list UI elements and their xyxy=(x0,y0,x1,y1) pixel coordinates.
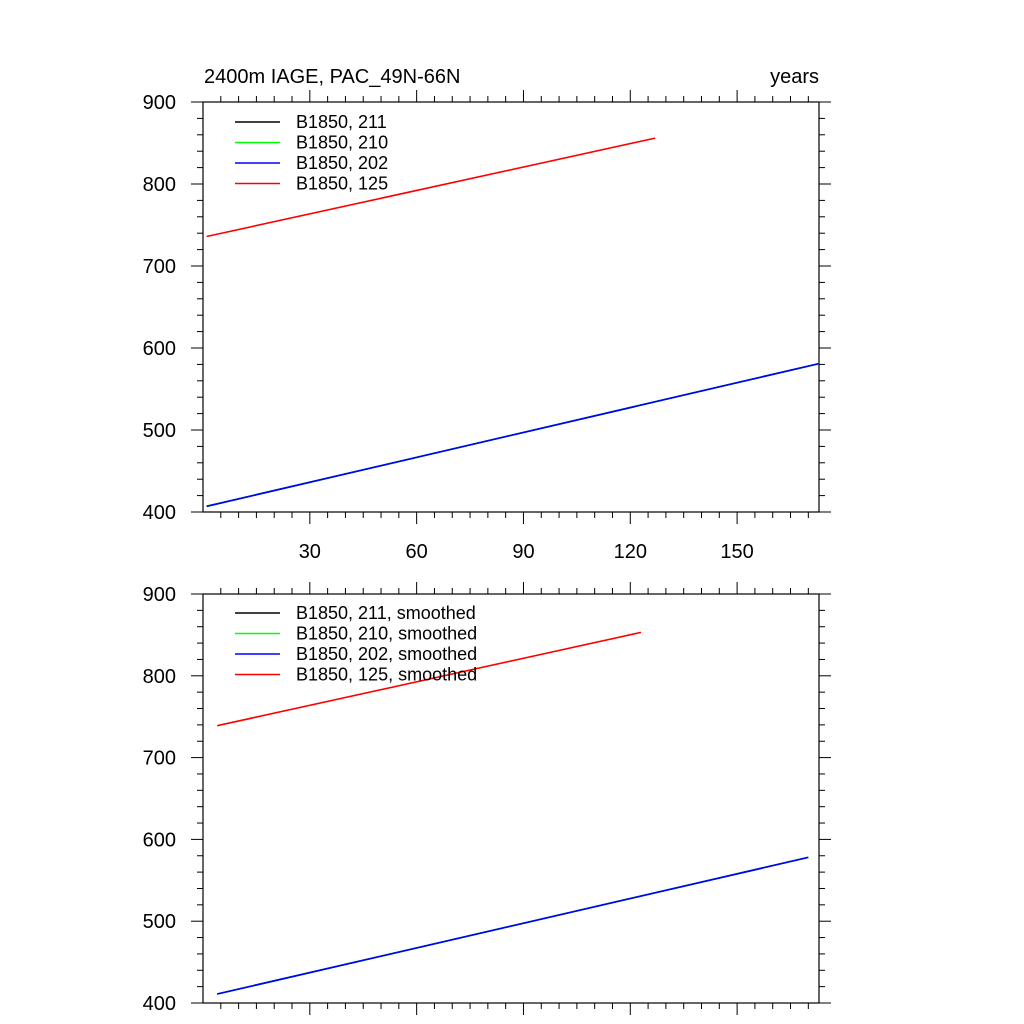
legend-label: B1850, 210 xyxy=(296,133,388,153)
x-tick-label: 90 xyxy=(512,541,534,563)
legend-label: B1850, 211, smoothed xyxy=(296,603,476,623)
y-tick-label: 900 xyxy=(143,92,176,114)
y-tick-label: 800 xyxy=(143,174,176,196)
x-tick-label: 60 xyxy=(406,541,428,563)
y-tick-label: 400 xyxy=(143,993,176,1015)
y-tick-label: 600 xyxy=(143,829,176,851)
series-line-3 xyxy=(217,631,642,727)
y-tick-label: 500 xyxy=(143,911,176,933)
x-tick-label: 30 xyxy=(299,541,321,563)
y-tick-label: 700 xyxy=(143,748,176,770)
y-tick-label: 600 xyxy=(143,338,176,360)
plot-frame xyxy=(202,101,820,513)
x-tick-label: 150 xyxy=(720,541,753,563)
legend-label: B1850, 202, smoothed xyxy=(296,644,477,664)
legend-label: B1850, 210, smoothed xyxy=(296,624,477,644)
plot-frame xyxy=(202,593,820,1004)
x-tick-label: 120 xyxy=(614,541,647,563)
top-chart-title-right: years xyxy=(770,66,819,88)
series-line-2 xyxy=(217,856,809,995)
y-tick-label: 500 xyxy=(143,420,176,442)
legend-label: B1850, 125 xyxy=(296,174,388,194)
top-chart-title: 2400m IAGE, PAC_49N-66N xyxy=(204,66,460,88)
series-line-3 xyxy=(206,137,656,238)
top-chart-panel: 2400m IAGE, PAC_49N-66N years 400 500 600 7… xyxy=(143,66,831,563)
y-tick-label: 400 xyxy=(143,502,176,524)
legend-label: B1850, 211 xyxy=(296,112,387,132)
y-tick-label: 700 xyxy=(143,256,176,278)
series-line-2 xyxy=(206,362,820,508)
y-tick-label: 900 xyxy=(143,584,176,606)
legend-label: B1850, 202 xyxy=(296,153,388,173)
y-tick-label: 800 xyxy=(143,666,176,688)
legend-label: B1850, 125, smoothed xyxy=(296,665,477,685)
